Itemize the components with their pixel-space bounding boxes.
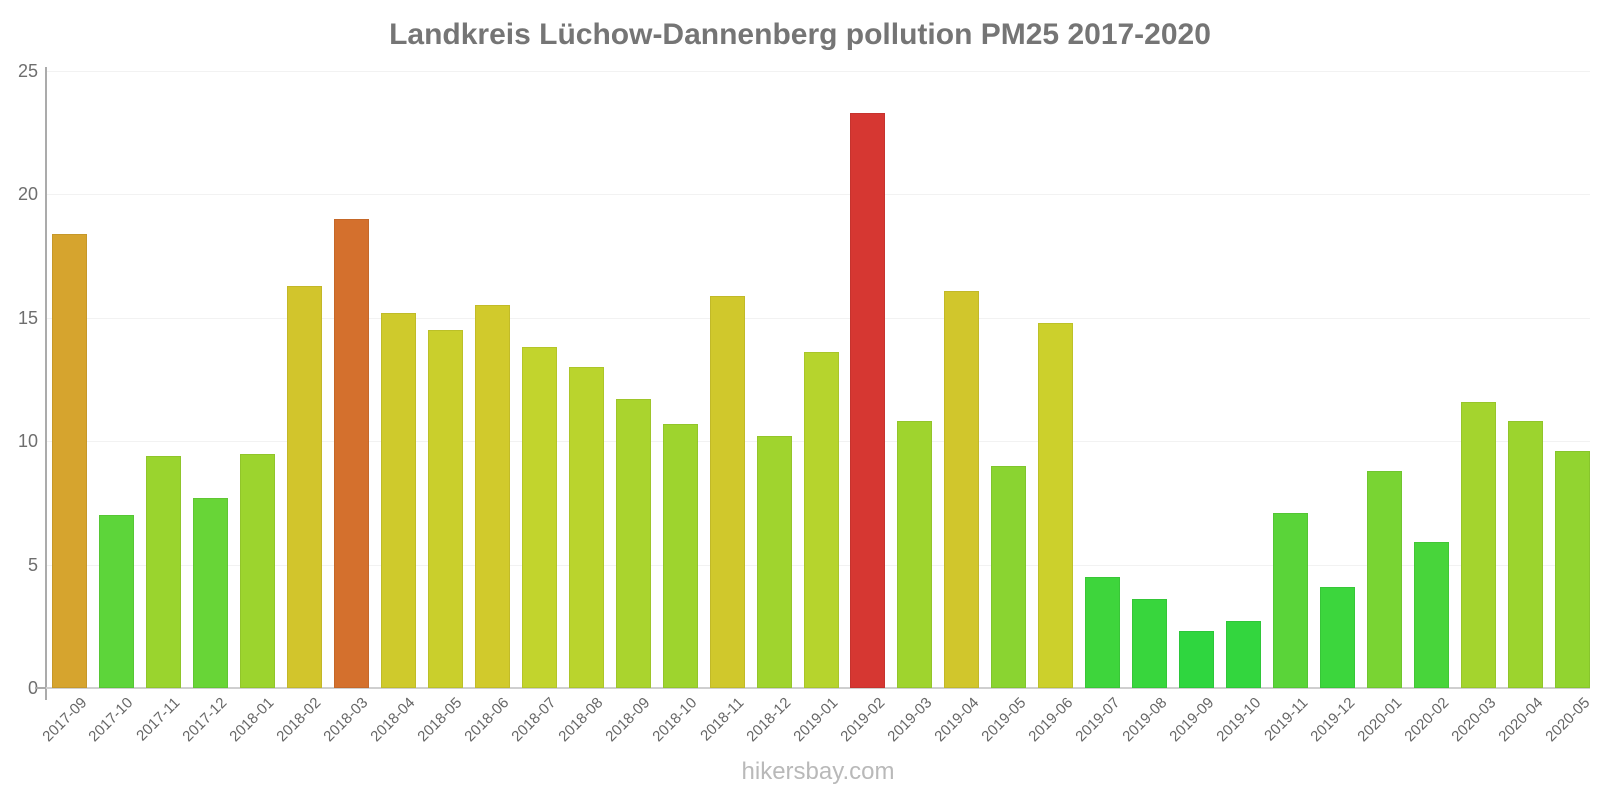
- bar-2020-05[interactable]: [1555, 451, 1590, 688]
- bar-2018-03[interactable]: [334, 219, 369, 688]
- bar-2017-09[interactable]: [52, 234, 87, 688]
- bar-2018-01[interactable]: [240, 454, 275, 688]
- bar-2018-04[interactable]: [381, 313, 416, 688]
- y-tick-label-10: 10: [17, 431, 38, 451]
- bar-2020-04[interactable]: [1508, 421, 1543, 688]
- bar-2017-11[interactable]: [146, 456, 181, 688]
- bar-2019-07[interactable]: [1085, 577, 1120, 688]
- bar-2019-03[interactable]: [897, 421, 932, 688]
- x-axis-line: [46, 687, 1590, 689]
- bar-2019-12[interactable]: [1320, 587, 1355, 688]
- y-tick-label-25: 25: [17, 61, 38, 81]
- y-tick-label-20: 20: [17, 184, 38, 204]
- bar-2019-01[interactable]: [804, 352, 839, 688]
- bar-2018-05[interactable]: [428, 330, 463, 688]
- bar-2019-02[interactable]: [850, 113, 885, 688]
- bar-2020-02[interactable]: [1414, 542, 1449, 688]
- bar-2018-02[interactable]: [287, 286, 322, 688]
- bar-2018-07[interactable]: [522, 347, 557, 688]
- bar-2019-04[interactable]: [944, 291, 979, 688]
- bar-2019-08[interactable]: [1132, 599, 1167, 688]
- bar-2018-10[interactable]: [663, 424, 698, 688]
- bar-2017-10[interactable]: [99, 515, 134, 688]
- bar-2019-05[interactable]: [991, 466, 1026, 688]
- bar-2018-12[interactable]: [757, 436, 792, 688]
- bar-2018-08[interactable]: [569, 367, 604, 688]
- chart-title: Landkreis Lüchow-Dannenberg pollution PM…: [389, 18, 1211, 51]
- zero-tick: [35, 687, 45, 689]
- bar-2017-12[interactable]: [193, 498, 228, 688]
- footer-watermark: hikersbay.com: [741, 758, 895, 785]
- y-tick-label-15: 15: [17, 308, 38, 328]
- bar-2018-09[interactable]: [616, 399, 651, 688]
- y-axis-line: [45, 67, 47, 700]
- y-tick-label-0: 0: [27, 678, 38, 698]
- y-tick-label-5: 5: [27, 555, 38, 575]
- gridline-15: [46, 318, 1590, 319]
- gridline-25: [46, 71, 1590, 72]
- bar-2020-03[interactable]: [1461, 402, 1496, 688]
- bar-2018-11[interactable]: [710, 296, 745, 688]
- bar-2019-06[interactable]: [1038, 323, 1073, 688]
- bar-2018-06[interactable]: [475, 305, 510, 688]
- bar-2020-01[interactable]: [1367, 471, 1402, 688]
- bar-2019-11[interactable]: [1273, 513, 1308, 688]
- bar-2019-09[interactable]: [1179, 631, 1214, 688]
- bar-2019-10[interactable]: [1226, 621, 1261, 688]
- gridline-20: [46, 194, 1590, 195]
